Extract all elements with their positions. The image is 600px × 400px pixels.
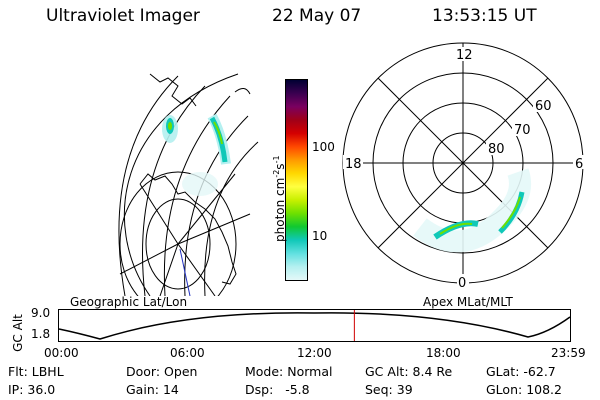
map-meridian [119,243,179,275]
map-grid-circle [145,198,211,290]
polar-diagonal [377,77,549,249]
gc-alt-field: GC Alt: 8.4 Re [365,364,453,379]
coastline [139,173,237,285]
altitude-timeline[interactable] [58,309,572,343]
timeline-tick-2: 12:00 [297,346,332,360]
geographic-label: Geographic Lat/Lon [70,295,188,309]
dsp-field: Dsp: -5.8 [245,382,310,397]
apex-label: Apex MLat/MLT [423,295,513,309]
coastline [149,73,197,107]
colorbar-tick-10: 10 [312,229,328,243]
timeline-y-high: 9.0 [31,306,51,320]
geographic-map [118,73,259,296]
map-meridian [177,243,216,296]
map-meridian [139,183,179,245]
lat-label-80: 80 [488,142,505,157]
mlt-label-6: 6 [575,157,583,172]
timeline-y-low: 1.8 [31,327,51,341]
observation-time: 13:53:15 UT [432,6,537,26]
lat-label-70: 70 [514,123,531,138]
timeline-frame [58,309,571,342]
color-scale-bar [285,79,308,281]
app-title: Ultraviolet Imager [46,6,200,26]
timeline-y-axis-label: GC Alt [11,314,25,352]
gain-field: Gain: 14 [126,382,179,397]
door-field: Door: Open [126,364,198,379]
filter-field: Flt: LBHL [8,364,64,379]
aurora-oval [413,168,531,253]
timeline-tick-4: 23:59 [551,346,586,360]
coastline [234,88,251,95]
mlt-label-12: 12 [456,48,473,63]
lat-label-60: 60 [535,99,552,114]
map-grid-line [118,75,179,296]
timeline-tick-1: 06:00 [170,346,205,360]
colorbar-tick-100: 100 [312,140,335,154]
map-grid-circle [119,171,237,296]
timeline-tick-0: 00:00 [44,346,79,360]
earth-limb [123,73,239,296]
mode-field: Mode: Normal [245,364,333,379]
glat-field: GLat: -62.7 [486,364,556,379]
map-meridian [177,213,251,245]
ip-field: IP: 36.0 [8,382,56,397]
glon-field: GLon: 108.2 [486,382,562,397]
seq-field: Seq: 39 [365,382,413,397]
observation-date: 22 May 07 [272,6,362,26]
mlt-label-0: 0 [458,276,466,291]
map-grid-line [204,141,259,296]
map-meridian [159,243,179,296]
dawn-meridian-line [179,248,191,296]
colorbar-unit-label: photon cm-2s-1 [272,155,287,242]
altitude-curve [58,312,571,340]
polar-plot: 12 18 6 0 60 70 80 [342,42,585,291]
aurora-emission [162,113,231,196]
map-meridian [177,173,236,245]
mlt-label-18: 18 [345,157,362,172]
timeline-tick-3: 18:00 [426,346,461,360]
